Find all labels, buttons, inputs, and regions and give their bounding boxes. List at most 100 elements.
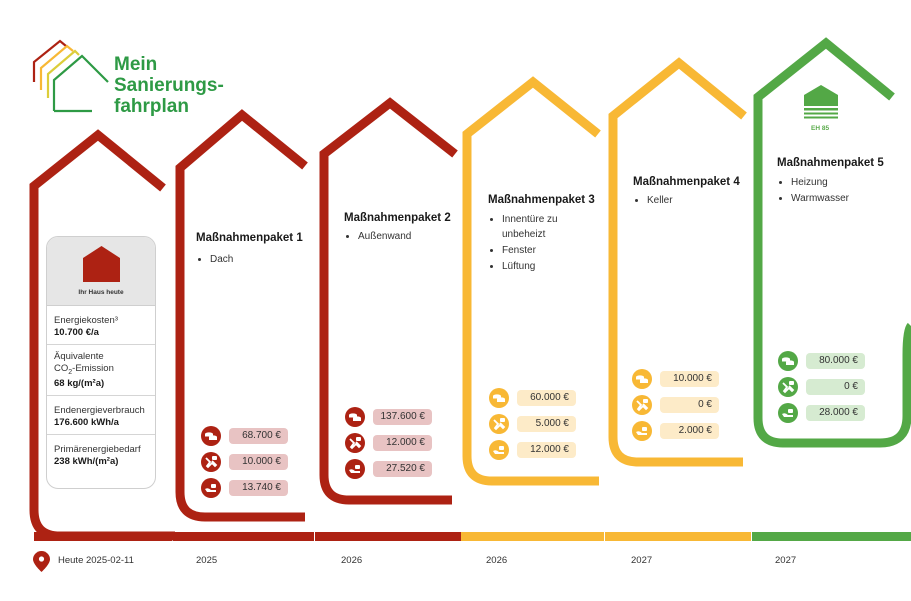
cost-row-investment: 137.600 €: [345, 407, 432, 427]
package-items: Außenwand: [344, 229, 459, 244]
wrench-coins-icon: [345, 433, 365, 453]
cost-row-maintenance: 10.000 €: [201, 452, 288, 472]
package-4: Maßnahmenpaket 4 Keller: [633, 176, 748, 209]
package-item: Innentüre zu unbeheizt: [502, 212, 580, 242]
cost-subsidy: 27.520 €: [373, 461, 432, 477]
coins-stack-icon: [201, 426, 221, 446]
efficiency-house-icon: [804, 85, 838, 119]
cost-row-subsidy: 12.000 €: [489, 440, 576, 460]
metric-label: Primärenergiebedarf: [54, 444, 141, 456]
package-item: Außenwand: [358, 229, 459, 244]
logo-line-1: Mein: [114, 54, 158, 75]
package-1: Maßnahmenpaket 1 Dach: [196, 232, 311, 268]
cost-subsidy: 13.740 €: [229, 480, 288, 496]
cost-subsidy: 2.000 €: [660, 423, 719, 439]
house-stack-icon: [32, 39, 109, 113]
hand-coins-icon: [201, 478, 221, 498]
efficiency-badge: EH 85: [811, 125, 830, 132]
metric-value: 176.600 kWh/a: [54, 416, 119, 428]
metric-value: 68 kg/(m²a): [54, 377, 105, 389]
cost-row-investment: 68.700 €: [201, 426, 288, 446]
timeline-bar: [34, 532, 911, 541]
package-5-costs: 80.000 € 0 € 28.000 €: [778, 351, 865, 429]
coins-stack-icon: [345, 407, 365, 427]
hand-coins-icon: [345, 459, 365, 479]
package-title: Maßnahmenpaket 2: [344, 212, 451, 224]
timeline-year-package-4: 2027: [631, 555, 653, 566]
cost-row-maintenance: 12.000 €: [345, 433, 432, 453]
cost-row-maintenance: 0 €: [778, 377, 865, 397]
metric-label: Äquivalente CO2-Emission: [54, 351, 114, 376]
package-2: Maßnahmenpaket 2 Außenwand: [344, 212, 459, 245]
package-item: Fenster: [502, 243, 603, 258]
logo-line-2: Sanierungs-: [114, 75, 224, 96]
cost-maintenance: 0 €: [806, 379, 865, 395]
metric-co2: Äquivalente CO2-Emission 68 kg/(m²a): [47, 345, 155, 397]
package-title: Maßnahmenpaket 5: [777, 157, 884, 169]
current-house-header: Ihr Haus heute: [47, 237, 155, 306]
package-item: Heizung: [791, 175, 902, 190]
timeline-year-package-1: 2025: [196, 555, 218, 566]
wrench-coins-icon: [778, 377, 798, 397]
package-5: Maßnahmenpaket 5 Heizung Warmwasser: [777, 157, 902, 207]
cost-row-subsidy: 28.000 €: [778, 403, 865, 423]
cost-maintenance: 5.000 €: [517, 416, 576, 432]
package-items: Heizung Warmwasser: [777, 175, 902, 206]
metric-energy-cost: Energiekosten³ 10.700 €/a: [47, 306, 155, 345]
cost-investment: 10.000 €: [660, 371, 719, 387]
coins-stack-icon: [489, 388, 509, 408]
coins-stack-icon: [632, 369, 652, 389]
package-items: Dach: [196, 252, 311, 267]
metric-label: Energiekosten³: [54, 315, 118, 326]
cost-maintenance: 12.000 €: [373, 435, 432, 451]
logo-line-3: fahrplan: [114, 96, 189, 117]
cost-subsidy: 12.000 €: [517, 442, 576, 458]
current-house-caption: Ihr Haus heute: [78, 289, 124, 296]
package-item: Keller: [647, 193, 748, 208]
cost-row-subsidy: 2.000 €: [632, 421, 719, 441]
cost-row-investment: 60.000 €: [489, 388, 576, 408]
cost-maintenance: 10.000 €: [229, 454, 288, 470]
hand-coins-icon: [632, 421, 652, 441]
current-house-card: Ihr Haus heute Energiekosten³ 10.700 €/a…: [46, 236, 156, 489]
wrench-coins-icon: [201, 452, 221, 472]
package-item: Lüftung: [502, 259, 603, 274]
location-pin-icon: [33, 551, 50, 572]
cost-row-maintenance: 0 €: [632, 395, 719, 415]
cost-investment: 60.000 €: [517, 390, 576, 406]
coins-stack-icon: [778, 351, 798, 371]
cost-row-investment: 80.000 €: [778, 351, 865, 371]
timeline-today-label: Heute 2025-02-11: [58, 555, 134, 566]
package-title: Maßnahmenpaket 3: [488, 194, 595, 206]
package-title: Maßnahmenpaket 4: [633, 176, 740, 188]
hand-coins-icon: [489, 440, 509, 460]
package-3-costs: 60.000 € 5.000 € 12.000 €: [489, 388, 576, 466]
metric-label: Endenergieverbrauch: [54, 405, 145, 417]
cost-row-maintenance: 5.000 €: [489, 414, 576, 434]
metric-primary-energy: Primärenergiebedarf 238 kWh/(m²a): [47, 435, 155, 473]
metric-final-energy: Endenergieverbrauch 176.600 kWh/a: [47, 396, 155, 436]
package-4-costs: 10.000 € 0 € 2.000 €: [632, 369, 719, 447]
cost-investment: 68.700 €: [229, 428, 288, 444]
package-item: Dach: [210, 252, 311, 267]
timeline-year-package-5: 2027: [775, 555, 797, 566]
logo-title: Mein Sanierungs- fahrplan: [114, 54, 224, 117]
metric-value: 238 kWh/(m²a): [54, 455, 119, 467]
wrench-coins-icon: [632, 395, 652, 415]
package-3: Maßnahmenpaket 3 Innentüre zu unbeheizt …: [488, 194, 603, 275]
cost-row-subsidy: 27.520 €: [345, 459, 432, 479]
timeline-year-package-2: 2026: [341, 555, 363, 566]
cost-subsidy: 28.000 €: [806, 405, 865, 421]
cost-row-investment: 10.000 €: [632, 369, 719, 389]
package-title: Maßnahmenpaket 1: [196, 232, 303, 244]
cost-maintenance: 0 €: [660, 397, 719, 413]
cost-investment: 137.600 €: [373, 409, 432, 425]
house-icon: [83, 246, 120, 282]
package-2-costs: 137.600 € 12.000 € 27.520 €: [345, 407, 432, 485]
package-item: Warmwasser: [791, 191, 902, 206]
metric-value: 10.700 €/a: [54, 326, 99, 338]
package-items: Innentüre zu unbeheizt Fenster Lüftung: [488, 212, 603, 274]
package-items: Keller: [633, 193, 748, 208]
timeline-year-package-3: 2026: [486, 555, 508, 566]
